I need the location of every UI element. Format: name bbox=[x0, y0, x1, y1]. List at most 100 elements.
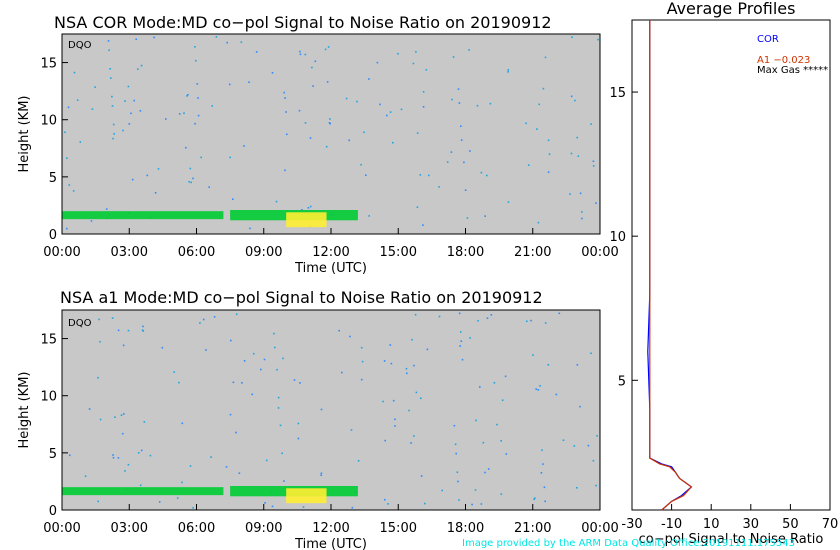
noise-point bbox=[379, 103, 381, 106]
noise-point bbox=[232, 198, 234, 200]
noise-point bbox=[438, 186, 440, 188]
noise-point bbox=[486, 174, 488, 177]
noise-point bbox=[176, 497, 179, 499]
noise-point bbox=[208, 186, 210, 188]
profile-x-tick-label: 10 bbox=[703, 517, 720, 532]
noise-point bbox=[121, 432, 124, 435]
noise-point bbox=[105, 208, 108, 210]
noise-point bbox=[117, 329, 120, 332]
x-tick-label: 00:00 bbox=[43, 521, 80, 536]
noise-point bbox=[297, 422, 300, 425]
noise-point bbox=[238, 472, 241, 474]
noise-point bbox=[107, 40, 110, 42]
noise-point bbox=[460, 340, 463, 342]
noise-point bbox=[458, 102, 461, 104]
noise-point bbox=[327, 46, 330, 48]
noise-point bbox=[413, 364, 415, 367]
noise-point bbox=[464, 189, 467, 191]
noise-point bbox=[210, 456, 212, 458]
noise-point bbox=[415, 51, 417, 53]
noise-point bbox=[260, 368, 262, 371]
profile-x-tick-label: -30 bbox=[621, 517, 642, 532]
noise-point bbox=[459, 345, 461, 347]
noise-point bbox=[361, 360, 364, 363]
x-tick-label: 12:00 bbox=[312, 245, 349, 260]
noise-point bbox=[241, 382, 243, 384]
top-panel-x-label: Time (UTC) bbox=[294, 261, 367, 276]
noise-point bbox=[284, 97, 286, 99]
noise-point bbox=[595, 202, 597, 204]
noise-point bbox=[225, 466, 228, 468]
noise-point bbox=[410, 442, 412, 444]
y-tick-label: 0 bbox=[49, 504, 57, 519]
noise-point bbox=[211, 105, 213, 107]
noise-point bbox=[542, 463, 544, 465]
noise-point bbox=[360, 163, 362, 166]
noise-point bbox=[408, 409, 410, 412]
noise-point bbox=[178, 113, 181, 115]
noise-point bbox=[304, 122, 307, 124]
noise-point bbox=[108, 49, 110, 51]
noise-point bbox=[469, 150, 471, 152]
noise-point bbox=[365, 174, 367, 176]
noise-point bbox=[251, 393, 253, 396]
noise-point bbox=[139, 484, 142, 487]
noise-point bbox=[450, 151, 453, 153]
noise-point bbox=[463, 161, 465, 164]
noise-point bbox=[66, 157, 68, 159]
noise-point bbox=[112, 123, 115, 126]
noise-point bbox=[581, 211, 583, 213]
noise-point bbox=[188, 181, 190, 183]
noise-point bbox=[137, 68, 139, 70]
noise-point bbox=[199, 322, 201, 324]
noise-point bbox=[301, 209, 303, 211]
top-panel-cloud-layer bbox=[62, 210, 358, 228]
noise-point bbox=[416, 206, 419, 208]
noise-point bbox=[457, 480, 459, 483]
profile-x-tick-label: -10 bbox=[661, 517, 682, 532]
bottom-panel-y-label: Height (KM) bbox=[17, 372, 32, 449]
top-panel-tag: DQO bbox=[68, 40, 92, 51]
noise-point bbox=[400, 108, 403, 111]
profile-x-tick-label: 30 bbox=[743, 517, 760, 532]
noise-point bbox=[139, 110, 142, 112]
noise-point bbox=[196, 83, 199, 85]
noise-point bbox=[111, 105, 114, 107]
noise-point bbox=[293, 379, 296, 381]
noise-point bbox=[414, 313, 417, 316]
noise-point bbox=[320, 474, 322, 476]
noise-point bbox=[274, 346, 276, 349]
noise-point bbox=[229, 413, 232, 416]
noise-point bbox=[493, 382, 496, 384]
noise-point bbox=[500, 440, 502, 442]
noise-point bbox=[311, 66, 313, 69]
noise-point bbox=[154, 192, 157, 194]
noise-point bbox=[298, 109, 301, 112]
noise-point bbox=[394, 418, 396, 421]
noise-point bbox=[486, 317, 489, 319]
noise-point bbox=[243, 145, 245, 147]
noise-point bbox=[530, 319, 532, 322]
profile-y-tick-label: 10 bbox=[609, 230, 626, 245]
noise-point bbox=[471, 503, 473, 506]
noise-point bbox=[406, 372, 408, 375]
noise-point bbox=[533, 498, 535, 501]
noise-point bbox=[446, 161, 449, 163]
noise-point bbox=[541, 449, 543, 451]
noise-point bbox=[255, 51, 258, 53]
noise-point bbox=[275, 200, 278, 203]
noise-point bbox=[213, 316, 216, 318]
x-tick-label: 03:00 bbox=[111, 521, 148, 536]
profile-y-tick-label: 5 bbox=[618, 374, 626, 389]
noise-point bbox=[562, 439, 565, 441]
noise-point bbox=[360, 378, 363, 381]
noise-point bbox=[413, 435, 415, 437]
noise-point bbox=[189, 167, 192, 170]
noise-point bbox=[114, 416, 116, 418]
noise-point bbox=[122, 344, 125, 347]
cloud-segment bbox=[286, 488, 327, 504]
credit-text: Image provided by the ARM Data Quality O… bbox=[462, 538, 795, 549]
y-tick-label: 15 bbox=[40, 57, 57, 72]
noise-point bbox=[453, 424, 456, 427]
